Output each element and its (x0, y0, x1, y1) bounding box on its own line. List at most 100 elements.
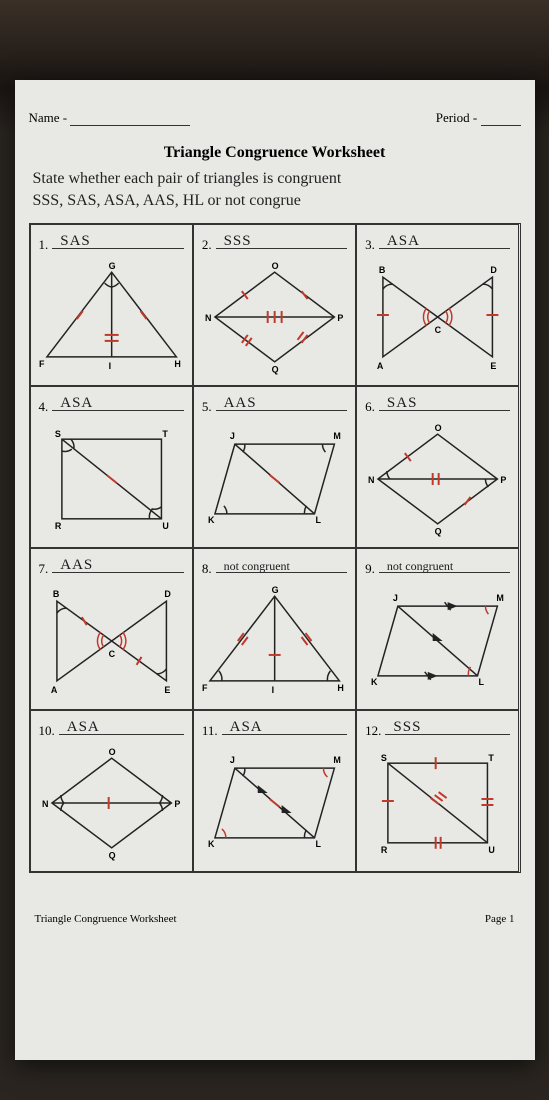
cell-3-header: 3. ASA (365, 231, 510, 253)
cell-7-diagram: B D C A E (37, 577, 186, 705)
cell-10: 10. ASA O N (30, 710, 193, 872)
name-label: Name - (29, 110, 68, 125)
period-label: Period - (436, 110, 478, 125)
label-J: J (230, 431, 235, 441)
label-L2: L (479, 677, 485, 687)
cell-3: 3. ASA (356, 224, 519, 386)
cell-1-answer: SAS (60, 233, 91, 250)
label-E: E (491, 361, 497, 371)
cell-2-num: 2. (202, 237, 212, 253)
name-field: Name - (29, 110, 191, 126)
worksheet-paper: Name - Period - Triangle Congruence Work… (15, 80, 535, 1060)
label-H: H (174, 359, 180, 369)
cell-2-answer-line: SSS (216, 231, 348, 249)
label-N2: N (368, 475, 374, 485)
cell-5-answer-line: AAS (216, 393, 348, 411)
cell-12-num: 12. (365, 723, 381, 739)
cell-4: 4. ASA S T (30, 386, 193, 548)
label-H2: H (337, 683, 343, 693)
cell-4-answer: ASA (60, 395, 93, 412)
cell-10-header: 10. ASA (39, 717, 184, 739)
cell-6: 6. SAS O N (356, 386, 519, 548)
label-P: P (337, 313, 343, 323)
label-Q3: Q (108, 851, 115, 861)
label-M2: M (497, 593, 504, 603)
label-A: A (377, 361, 384, 371)
label-M3: M (333, 755, 340, 765)
name-blank (70, 112, 190, 126)
cell-3-answer-line: ASA (379, 231, 511, 249)
cell-8-diagram: G F I H (200, 577, 349, 705)
cell-8: 8. not congruent G F (193, 548, 356, 710)
label-P2: P (501, 475, 507, 485)
cell-1-diagram: G F I H (37, 253, 186, 381)
cell-7-header: 7. AAS (39, 555, 184, 577)
cell-9-num: 9. (365, 561, 375, 577)
header-row: Name - Period - (29, 110, 521, 126)
cell-4-diagram: S T R U (37, 415, 186, 543)
label-J2: J (393, 593, 398, 603)
label-N3: N (41, 799, 47, 809)
footer-left: Triangle Congruence Worksheet (35, 913, 177, 925)
cell-11-diagram: J M K L (200, 739, 349, 867)
cell-12-answer: SSS (393, 719, 421, 736)
label-T: T (162, 429, 168, 439)
cell-9-diagram: J M K L (363, 577, 512, 705)
cell-8-header: 8. not congruent (202, 555, 347, 577)
cell-7-answer: AAS (60, 557, 93, 574)
label-D: D (491, 265, 498, 275)
instructions-line-1: State whether each pair of triangles is … (33, 168, 517, 190)
cell-7-num: 7. (39, 561, 49, 577)
label-I: I (108, 361, 110, 371)
cell-12-diagram: S T R U (363, 739, 512, 867)
cell-5-answer: AAS (224, 395, 257, 412)
cell-11-answer: ASA (230, 719, 263, 736)
cell-7: 7. AAS (30, 548, 193, 710)
label-L: L (315, 515, 321, 525)
cell-7-answer-line: AAS (52, 555, 184, 573)
label-G: G (108, 261, 115, 271)
cell-6-answer: SAS (387, 395, 418, 412)
cell-12-header: 12. SSS (365, 717, 510, 739)
cell-3-answer: ASA (387, 233, 420, 250)
cell-9-header: 9. not congruent (365, 555, 510, 577)
cell-5: 5. AAS J M (193, 386, 356, 548)
cell-2-answer: SSS (224, 233, 252, 250)
cell-9-answer: not congruent (387, 559, 453, 574)
cell-12-answer-line: SSS (385, 717, 510, 735)
problem-grid: 1. SAS G (29, 223, 521, 873)
cell-11-answer-line: ASA (222, 717, 348, 735)
label-E2: E (164, 685, 170, 695)
cell-2: 2. SSS O N (193, 224, 356, 386)
cell-10-answer: ASA (67, 719, 100, 736)
label-N: N (205, 313, 211, 323)
label-U2: U (489, 845, 495, 855)
cell-1: 1. SAS G (30, 224, 193, 386)
label-R2: R (381, 845, 388, 855)
cell-4-answer-line: ASA (52, 393, 184, 411)
label-F2: F (202, 683, 208, 693)
cell-6-answer-line: SAS (379, 393, 511, 411)
label-S2: S (381, 753, 387, 763)
label-A2: A (50, 685, 57, 695)
cell-6-diagram: O N P Q (363, 415, 512, 543)
label-P3: P (174, 799, 180, 809)
cell-9: 9. not congruent (356, 548, 519, 710)
cell-6-num: 6. (365, 399, 375, 415)
label-I2: I (272, 685, 274, 695)
label-B: B (379, 265, 386, 275)
cell-4-num: 4. (39, 399, 49, 415)
label-K2: K (371, 677, 378, 687)
cell-2-diagram: O N P Q (200, 253, 349, 381)
cell-8-answer-line: not congruent (216, 555, 348, 573)
cell-10-answer-line: ASA (59, 717, 184, 735)
worksheet-title: Triangle Congruence Worksheet (29, 144, 521, 162)
desk-background: Name - Period - Triangle Congruence Work… (0, 0, 549, 1100)
label-T2: T (489, 753, 495, 763)
instructions-line-2: SSS, SAS, ASA, AAS, HL or not congrue (33, 190, 517, 212)
cell-1-header: 1. SAS (39, 231, 184, 253)
label-Q: Q (272, 365, 279, 375)
label-O3: O (108, 747, 115, 757)
instructions: State whether each pair of triangles is … (29, 168, 521, 211)
cell-11-num: 11. (202, 723, 218, 739)
